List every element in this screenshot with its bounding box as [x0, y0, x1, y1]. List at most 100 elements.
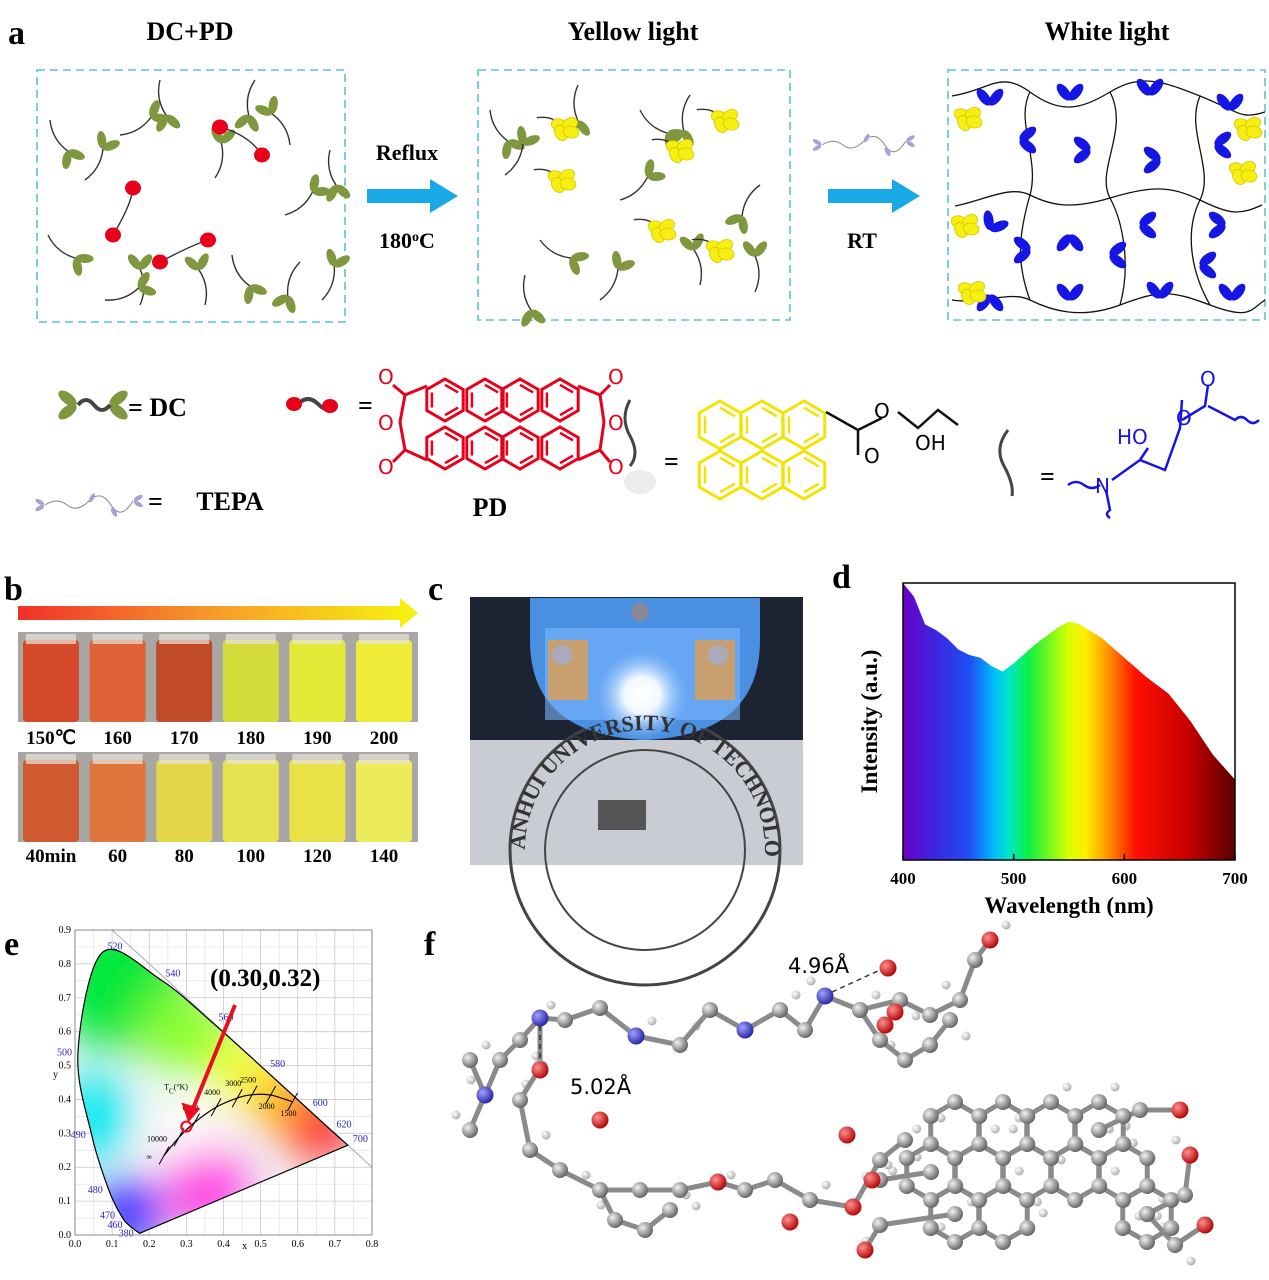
h-atom [1110, 1082, 1120, 1092]
linker [693, 249, 703, 286]
c-atom [737, 1182, 753, 1198]
legend-label: PD [473, 493, 508, 522]
linker [49, 119, 69, 152]
leaf [165, 114, 181, 129]
pd-ring [425, 377, 465, 423]
n-atom [531, 1009, 549, 1027]
linker [119, 116, 152, 136]
x-tick-label: 400 [890, 869, 916, 888]
vial-neck [225, 634, 276, 644]
network-strand [1019, 91, 1034, 301]
c-atom [1043, 1178, 1060, 1194]
red-dot [322, 399, 338, 413]
c-atom [1091, 1150, 1107, 1166]
leaf [1208, 211, 1226, 227]
pd-ring [540, 377, 580, 423]
leaf [976, 294, 992, 312]
wavelength-label: 500 [57, 1048, 72, 1059]
o-atom [709, 1173, 727, 1191]
yellow-emitter [722, 117, 740, 131]
c-atom [512, 1092, 528, 1108]
distance-label: 4.96Å [788, 952, 850, 978]
leaf [1146, 281, 1162, 299]
vial-label: 40min [26, 846, 77, 867]
c-atom [1139, 1150, 1156, 1166]
linker [104, 287, 140, 301]
n-atom [736, 1021, 754, 1039]
leaf [517, 125, 527, 144]
red-dot [200, 232, 216, 248]
bond [879, 1211, 956, 1228]
vial [156, 640, 213, 722]
wavelength-label: 700 [353, 1134, 368, 1145]
linker [246, 79, 256, 116]
c-atom [872, 1152, 888, 1168]
c-atom [1163, 1192, 1180, 1208]
o-atom [886, 1003, 904, 1021]
screw [631, 603, 649, 621]
linker [599, 268, 619, 301]
pointer-head [181, 1102, 201, 1123]
h-atom [1110, 1166, 1120, 1176]
atom-label: O [378, 411, 394, 435]
leaf [1019, 126, 1037, 142]
tepa-leaf [906, 135, 915, 142]
linker [231, 254, 251, 287]
vial-neck [26, 754, 76, 764]
y-tick-label: 0.2 [59, 1162, 72, 1173]
c-atom [897, 1132, 913, 1148]
c-atom [923, 1164, 939, 1180]
c-atom [552, 1162, 568, 1178]
h-atom [1186, 1256, 1196, 1266]
photo-strip [18, 632, 418, 722]
isotherm [231, 1088, 243, 1108]
c-atom [592, 1182, 608, 1198]
leaf [1019, 138, 1037, 154]
tepa-leaf [88, 493, 96, 503]
x-tick-label: 0.7 [329, 1239, 342, 1250]
y-tick-label: 0.9 [59, 925, 72, 936]
network-strand [1105, 91, 1126, 306]
h-atom [990, 1124, 1000, 1134]
leaf [1073, 136, 1091, 152]
h-atom [581, 1170, 591, 1180]
c-atom [952, 992, 968, 1008]
vial-neck [225, 754, 276, 764]
c-atom [942, 1012, 958, 1028]
distance-label: 5.02Å [570, 1073, 632, 1099]
h-atom [941, 980, 951, 990]
pd-ring [500, 425, 540, 471]
leaf [184, 256, 200, 271]
c-atom [872, 1217, 888, 1233]
x-tick-label: 0.8 [366, 1239, 379, 1250]
vial-label: 120 [303, 846, 332, 867]
pd-ring [484, 406, 499, 417]
c-atom [802, 1192, 818, 1208]
yellow-emitter [562, 125, 580, 139]
h-atom [1032, 1197, 1042, 1207]
gradient-arrow [18, 606, 403, 620]
n-atom [476, 1086, 494, 1104]
o-atom [981, 931, 999, 949]
leaf [1143, 146, 1161, 162]
pd-ring [484, 454, 499, 465]
c-atom [872, 1032, 888, 1048]
perylene-ring [719, 406, 736, 418]
linker [639, 109, 668, 134]
network-strand [1190, 95, 1211, 306]
vial-label: 180 [237, 728, 266, 749]
leaf [326, 248, 337, 267]
bond [879, 1169, 932, 1183]
photo-strip [18, 752, 418, 842]
leaf [249, 284, 267, 295]
h-atom [806, 976, 816, 986]
vial [222, 760, 279, 842]
h-atom [1001, 920, 1011, 930]
tepa-leaf [884, 147, 891, 157]
c-atom [967, 952, 983, 968]
leaf [1068, 83, 1084, 101]
cct-label: 3000 [225, 1079, 241, 1088]
yellow-emitter [965, 115, 983, 129]
linker [998, 429, 1014, 497]
